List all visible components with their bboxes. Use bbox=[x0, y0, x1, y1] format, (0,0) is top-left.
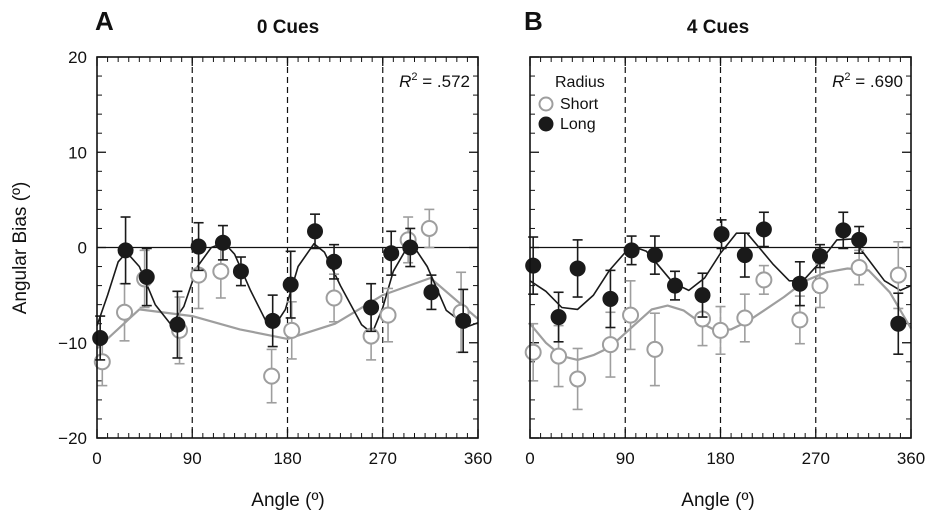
panel-a-y-tick-label: −20 bbox=[58, 429, 87, 448]
panel-b-short-data-point bbox=[713, 323, 728, 338]
panel-b-long-data-point bbox=[667, 278, 682, 293]
panel-a-long-data-point bbox=[424, 285, 439, 300]
panel-a-y-tick-label: 10 bbox=[68, 143, 87, 162]
panel-b-letter: B bbox=[524, 6, 543, 36]
panel-b-x-tick-label: 0 bbox=[525, 449, 534, 468]
panel-a-x-tick-label: 360 bbox=[464, 449, 492, 468]
panel-a-long-data-point bbox=[456, 313, 471, 328]
panel-a-r-squared-label: R2 = .572 bbox=[399, 71, 470, 91]
panel-b-short-data-point bbox=[603, 337, 618, 352]
panel-b-long-data-point bbox=[603, 291, 618, 306]
panel-b-short-data-point bbox=[891, 268, 906, 283]
panel-a-short-data-point bbox=[327, 290, 342, 305]
panel-a-long-data-point bbox=[364, 300, 379, 315]
legend-long-marker bbox=[540, 118, 553, 131]
panel-a-long-data-point bbox=[384, 246, 399, 261]
panel-b-short-data-point bbox=[737, 310, 752, 325]
panel-b-title: 4 Cues bbox=[687, 17, 749, 38]
panel-a-long-data-point bbox=[233, 264, 248, 279]
panel-a-short-data-point bbox=[422, 221, 437, 236]
panel-b-short-data-point bbox=[852, 260, 867, 275]
panel-a-short-data-point bbox=[213, 264, 228, 279]
panel-a-x-tick-label: 90 bbox=[183, 449, 202, 468]
panel-b-long-data-point bbox=[714, 227, 729, 242]
panel-a-long-data-point bbox=[283, 277, 298, 292]
panel-a-short-data-point bbox=[284, 323, 299, 338]
panel-a-long-data-point bbox=[265, 313, 280, 328]
panel-a-long-data-point bbox=[215, 235, 230, 250]
panel-a-long-data-point bbox=[308, 224, 323, 239]
panel-b-long-data-point bbox=[695, 288, 710, 303]
panel-a-long-data-point bbox=[403, 240, 418, 255]
legend-long-label: Long bbox=[560, 116, 596, 133]
panel-a-plot: 0 90 180 270 360 20 10 0 −10 −20 R2 = .572 bbox=[58, 48, 492, 468]
panel-b-long-data-point bbox=[836, 223, 851, 238]
panel-b-long-data-point bbox=[852, 232, 867, 247]
panel-a-long-data-point bbox=[118, 243, 133, 258]
panel-b-long-data-point bbox=[570, 261, 585, 276]
panel-b-long-data-point bbox=[647, 248, 662, 263]
panel-b-x-tick-label: 270 bbox=[802, 449, 830, 468]
panel-b-short-data-point bbox=[623, 308, 638, 323]
panel-b-short-data-point bbox=[551, 349, 566, 364]
panel-b-long-data-point bbox=[624, 243, 639, 258]
panel-a-x-tick-label: 0 bbox=[92, 449, 101, 468]
panel-b-x-tick-label: 360 bbox=[897, 449, 925, 468]
panel-b-short-data-point bbox=[756, 272, 771, 287]
panel-a-long-data-point bbox=[139, 270, 154, 285]
panel-b-short-data-point bbox=[812, 278, 827, 293]
panel-a-long-data-point bbox=[327, 254, 342, 269]
panel-b-long-data-point bbox=[756, 222, 771, 237]
panel-b-x-tick-label: 180 bbox=[706, 449, 734, 468]
panel-a-long-data-point bbox=[170, 317, 185, 332]
panel-b-r-squared-label: R2 = .690 bbox=[832, 71, 903, 91]
panel-b-x-tick-label: 90 bbox=[616, 449, 635, 468]
panel-a-letter: A bbox=[95, 6, 114, 36]
legend-short-label: Short bbox=[560, 96, 599, 113]
panel-b-plot: 0 90 180 270 360 R2 = .690 Radius Short Long bbox=[525, 57, 925, 468]
panel-a-long-data-point bbox=[191, 239, 206, 254]
panel-a-title: 0 Cues bbox=[257, 17, 319, 38]
y-axis-label: Angular Bias (º) bbox=[10, 182, 31, 315]
legend-short-marker bbox=[540, 98, 553, 111]
panel-a-short-data-point bbox=[264, 369, 279, 384]
panel-b-short-data-point bbox=[647, 342, 662, 357]
panel-b-long-data-point bbox=[737, 248, 752, 263]
panel-a-y-tick-label: 0 bbox=[78, 239, 87, 258]
panel-a-x-tick-label: 270 bbox=[369, 449, 397, 468]
panel-a-x-axis-label: Angle (º) bbox=[251, 490, 324, 511]
panel-b-long-data-point bbox=[891, 316, 906, 331]
panel-b-short-data-point bbox=[526, 345, 541, 360]
legend-title: Radius bbox=[555, 74, 605, 91]
panel-a-y-tick-label: −10 bbox=[58, 334, 87, 353]
panel-b-long-data-point bbox=[812, 249, 827, 264]
panel-b-long-data-point bbox=[792, 276, 807, 291]
panel-a-y-tick-label: 20 bbox=[68, 48, 87, 67]
panel-a-short-data-point bbox=[381, 308, 396, 323]
panel-b-x-axis-label: Angle (º) bbox=[681, 490, 754, 511]
panel-a-short-data-point bbox=[117, 305, 132, 320]
panel-a-long-data-point bbox=[93, 330, 108, 345]
panel-b-short-data-point bbox=[570, 371, 585, 386]
panel-a-x-tick-label: 180 bbox=[273, 449, 301, 468]
panel-b-long-data-point bbox=[526, 258, 541, 273]
panel-b-long-data-point bbox=[551, 310, 566, 325]
panel-b-short-data-point bbox=[792, 312, 807, 327]
